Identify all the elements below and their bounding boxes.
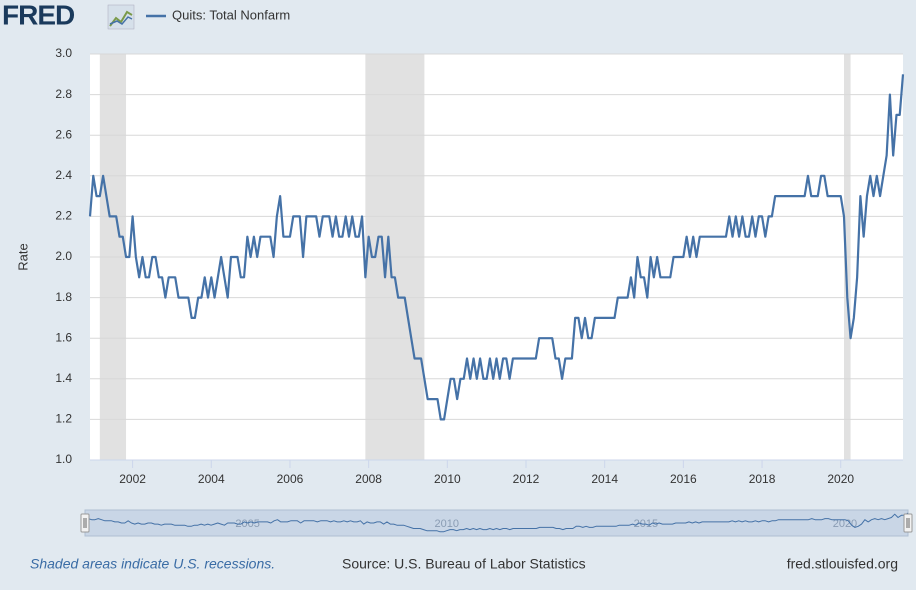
source: Source: U.S. Bureau of Labor Statistics bbox=[342, 556, 586, 572]
y-tick-label: 2.2 bbox=[55, 209, 72, 223]
x-tick-label: 2006 bbox=[277, 472, 304, 486]
navigator-tick-label: 2020 bbox=[833, 518, 857, 530]
x-tick-label: 2010 bbox=[434, 472, 461, 486]
data-line bbox=[88, 74, 905, 421]
logo-icon bbox=[107, 4, 135, 30]
y-tick-label: 1.4 bbox=[55, 371, 72, 385]
y-tick-label: 1.6 bbox=[55, 330, 72, 344]
x-tick-label: 2002 bbox=[119, 472, 146, 486]
y-tick-label: 2.0 bbox=[55, 249, 72, 263]
y-tick-label: 3.0 bbox=[55, 46, 72, 60]
navigator-line bbox=[84, 512, 909, 533]
navigator-tick-label: 2010 bbox=[434, 518, 458, 530]
y-tick-label: 1.0 bbox=[55, 452, 72, 466]
y-tick-label: 1.2 bbox=[55, 412, 72, 426]
legend-label: Quits: Total Nonfarm bbox=[172, 7, 290, 22]
navigator-handle[interactable] bbox=[80, 513, 90, 533]
x-tick-label: 2020 bbox=[827, 472, 854, 486]
recession-note: Shaded areas indicate U.S. recessions. bbox=[30, 556, 275, 572]
logo: FRED bbox=[2, 0, 75, 30]
x-tick-label: 2008 bbox=[355, 472, 382, 486]
navigator[interactable] bbox=[84, 509, 909, 537]
y-tick-label: 2.6 bbox=[55, 127, 72, 141]
x-tick-label: 2004 bbox=[198, 472, 225, 486]
x-tick-label: 2012 bbox=[513, 472, 540, 486]
y-tick-label: 2.8 bbox=[55, 87, 72, 101]
site-link[interactable]: fred.stlouisfed.org bbox=[787, 556, 898, 572]
x-tick-label: 2016 bbox=[670, 472, 697, 486]
navigator-tick-label: 2005 bbox=[235, 518, 259, 530]
y-tick-label: 1.8 bbox=[55, 290, 72, 304]
navigator-handle[interactable] bbox=[903, 513, 913, 533]
y-tick-label: 2.4 bbox=[55, 168, 72, 182]
x-tick-label: 2018 bbox=[749, 472, 776, 486]
x-tick-label: 2014 bbox=[591, 472, 618, 486]
y-axis-label: Rate bbox=[15, 243, 30, 270]
